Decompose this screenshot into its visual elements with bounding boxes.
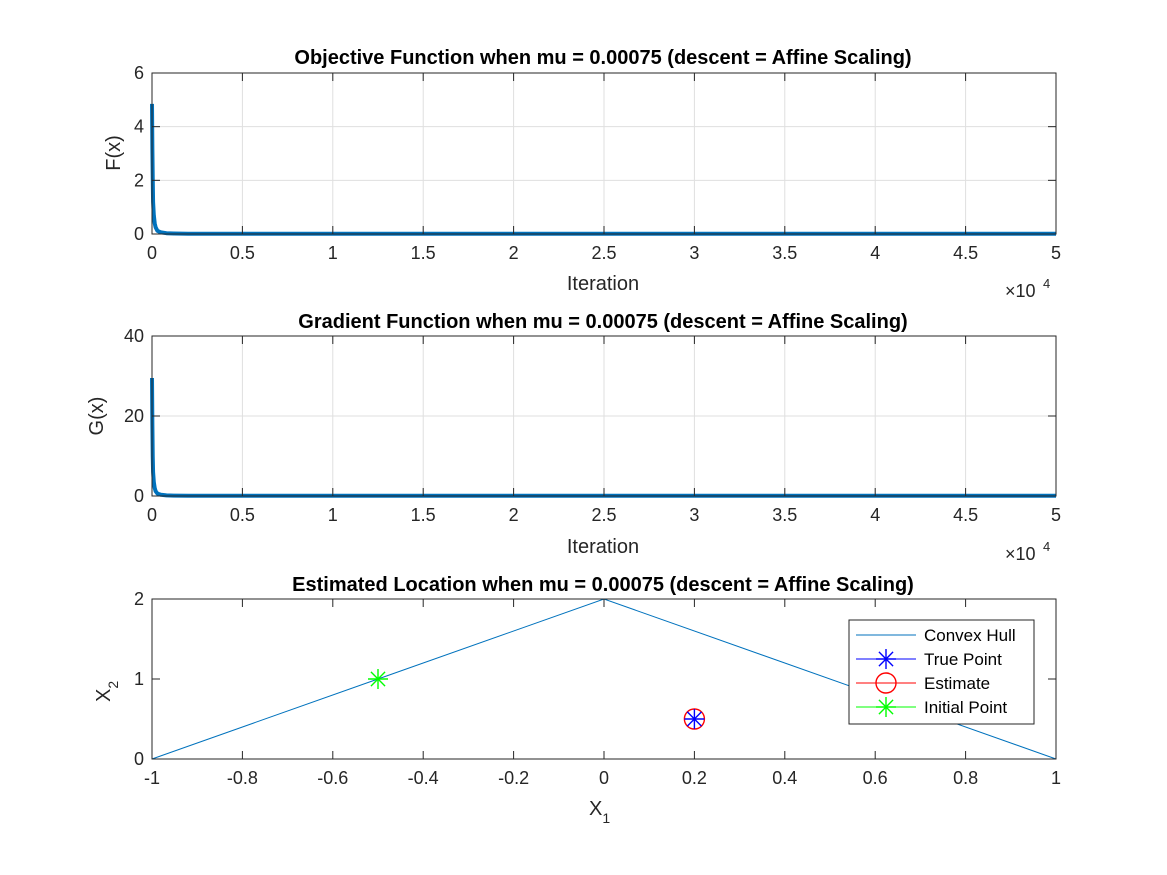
legend-marker-estimate xyxy=(875,672,897,694)
y-tick-label: 20 xyxy=(124,406,144,426)
axes: 0 0.5 1 1.5 2 2.5 3 3.5 4 4.5 5 0 2 4 6 xyxy=(134,63,1061,263)
x-tick-label: 1.5 xyxy=(411,505,436,525)
y-tick-label: 1 xyxy=(134,669,144,689)
x-tick-label: 3.5 xyxy=(772,505,797,525)
legend-initial-point-icon xyxy=(876,697,896,717)
x-tick-label: 4 xyxy=(870,505,880,525)
x-tick-label: 3.5 xyxy=(772,243,797,263)
y-axis-label: X2 xyxy=(93,681,121,702)
x-axis-label: X1 xyxy=(589,798,610,826)
true-point-marker xyxy=(684,709,705,729)
legend-item-estimate: Estimate xyxy=(856,672,990,694)
y-tick-label: 0 xyxy=(134,486,144,506)
x-axis-label: Iteration xyxy=(567,536,639,558)
y-tick-label: 0 xyxy=(134,749,144,769)
y-tick-label: 4 xyxy=(134,117,144,137)
x-tick-label: 1 xyxy=(328,505,338,525)
x-tick-label: 1 xyxy=(1051,768,1061,788)
legend-item-initial-point: Initial Point xyxy=(856,697,1007,717)
legend-item-convex-hull: Convex Hull xyxy=(856,626,1016,645)
x-tick-label: -0.8 xyxy=(227,768,258,788)
objective-function-plot: 0 0.5 1 1.5 2 2.5 3 3.5 4 4.5 5 0 2 4 6 Objective Func… xyxy=(103,47,1061,301)
legend-marker-true-point xyxy=(876,649,896,669)
x-tick-label: -0.6 xyxy=(317,768,348,788)
x-tick-label: 2 xyxy=(509,243,519,263)
chart-title: Objective Function when mu = 0.00075 (de… xyxy=(294,47,911,69)
x-tick-label: 5 xyxy=(1051,243,1061,263)
y-tick-label: 0 xyxy=(134,224,144,244)
x-tick-label: 2.5 xyxy=(591,243,616,263)
x-axis-label: Iteration xyxy=(567,273,639,295)
x-tick-label: 0 xyxy=(147,243,157,263)
x-exponent-power: 4 xyxy=(1043,539,1050,554)
x-tick-label: 3 xyxy=(689,243,699,263)
x-axis-label-main: X xyxy=(589,798,602,820)
chart-title: Gradient Function when mu = 0.00075 (des… xyxy=(298,311,907,333)
y-axis-label: F(x) xyxy=(103,135,125,171)
x-tick-label: 0.6 xyxy=(863,768,888,788)
y-axis-label-main: X xyxy=(93,689,115,702)
axes: 0 0.5 1 1.5 2 2.5 3 3.5 4 4.5 5 0 20 40 xyxy=(124,326,1061,525)
x-tick-label: 2 xyxy=(509,505,519,525)
axes: -1 -0.8 -0.6 -0.4 -0.2 0 0.2 0.4 0.6 0.8 1 0 1 2 xyxy=(134,589,1061,788)
x-tick-label: 0.8 xyxy=(953,768,978,788)
initial-point-marker xyxy=(368,669,388,689)
y-tick-label: 2 xyxy=(134,170,144,190)
x-tick-label: -0.4 xyxy=(408,768,439,788)
legend-label: Convex Hull xyxy=(924,626,1016,645)
x-tick-label: 0.5 xyxy=(230,243,255,263)
x-tick-label: 0.5 xyxy=(230,505,255,525)
y-axis-label-sub: 2 xyxy=(105,681,121,689)
x-tick-label: 4 xyxy=(870,243,880,263)
plot-area xyxy=(151,72,1057,235)
x-tick-label: -0.2 xyxy=(498,768,529,788)
x-tick-label: 0.4 xyxy=(772,768,797,788)
x-axis-label-sub: 1 xyxy=(602,810,610,826)
x-tick-label: 3 xyxy=(689,505,699,525)
y-axis-label: G(x) xyxy=(86,397,108,436)
legend-marker-initial-point xyxy=(876,697,896,717)
x-tick-label: 0.2 xyxy=(682,768,707,788)
x-tick-label: 1 xyxy=(328,243,338,263)
x-tick-label: 4.5 xyxy=(953,243,978,263)
y-tick-label: 2 xyxy=(134,589,144,609)
estimated-location-plot: -1 -0.8 -0.6 -0.4 -0.2 0 0.2 0.4 0.6 0.8 1 0 1 2 Esti… xyxy=(93,574,1061,826)
y-tick-label: 40 xyxy=(124,326,144,346)
x-exponent-base: ×10 xyxy=(1005,544,1036,564)
x-tick-label: 5 xyxy=(1051,505,1061,525)
x-tick-label: 2.5 xyxy=(591,505,616,525)
y-tick-label: 6 xyxy=(134,63,144,83)
legend-label: Estimate xyxy=(924,674,990,693)
x-exponent-base: ×10 xyxy=(1005,281,1036,301)
legend-estimate-icon xyxy=(875,672,897,694)
legend-label: Initial Point xyxy=(924,698,1007,717)
x-tick-label: 4.5 xyxy=(953,505,978,525)
legend-item-true-point: True Point xyxy=(856,649,1002,669)
x-tick-label: 0 xyxy=(599,768,609,788)
x-exponent-power: 4 xyxy=(1043,276,1050,291)
chart-title: Estimated Location when mu = 0.00075 (de… xyxy=(292,574,914,596)
legend-label: True Point xyxy=(924,650,1002,669)
x-tick-label: -1 xyxy=(144,768,160,788)
gradient-function-plot: 0 0.5 1 1.5 2 2.5 3 3.5 4 4.5 5 0 20 40 Gradient Func… xyxy=(86,311,1061,564)
plot-area xyxy=(151,335,1057,497)
legend: Convex Hull True Point Estimate Initial … xyxy=(848,619,1035,725)
legend-true-point-icon xyxy=(876,649,896,669)
x-tick-label: 1.5 xyxy=(411,243,436,263)
x-tick-label: 0 xyxy=(147,505,157,525)
